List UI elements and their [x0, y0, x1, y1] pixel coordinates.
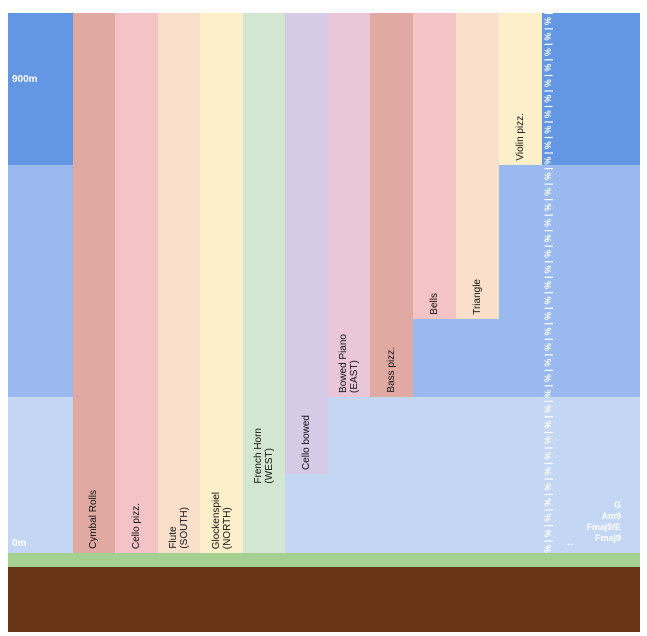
column-glockenspiel-north: Glockenspiel (NORTH)	[200, 13, 243, 553]
instrument-label: Glockenspiel (NORTH)	[210, 491, 233, 549]
repeat-signs: % | % | % | % | % | % | % | % | % | % | …	[543, 13, 553, 553]
column-cello-bowed: Cello bowed	[285, 13, 328, 474]
chord-list: G Am9 Fmaj9/E Fmaj9	[586, 500, 621, 544]
altitude-label-0m: 0m	[12, 538, 27, 549]
column-flute-south: Flute (SOUTH)	[158, 13, 200, 553]
instrument-label: French Horn (WEST)	[253, 428, 275, 484]
column-bells: Bells	[413, 13, 456, 319]
column-cymbal-rolls: Cymbal Rolls	[73, 13, 115, 553]
repeat-sign-strip: % | % | % | % | % | % | % | % | % | % | …	[542, 13, 554, 553]
grass-strip	[8, 553, 640, 567]
chord-label: Fmaj9	[594, 533, 621, 543]
instrument-label: Bells	[428, 293, 440, 315]
column-french-horn-west: French Horn (WEST)	[243, 13, 285, 553]
column-cello-pizz: Cello pizz.	[115, 13, 158, 553]
instrument-label: Cymbal Rolls	[88, 490, 99, 549]
instrument-label: Bass pizz.	[385, 347, 397, 393]
column-violin-pizz: Violin pizz.	[499, 13, 542, 165]
chord-label: G	[613, 500, 621, 510]
instrument-label: Violin pizz.	[514, 113, 526, 161]
column-triangle: Triangle	[456, 13, 499, 319]
soil-band	[8, 567, 640, 632]
chord-label: Am9	[601, 511, 621, 521]
left-arrow-icon: ←	[565, 537, 576, 549]
altitude-label-900m: 900m	[12, 74, 38, 85]
column-bowed-piano-east: Bowed Piano (EAST)	[328, 13, 370, 397]
instrument-label: Cello pizz.	[130, 502, 142, 549]
instrument-label: Cello bowed	[300, 414, 312, 470]
column-bass-pizz: Bass pizz.	[370, 13, 413, 397]
instrument-label: Flute (SOUTH)	[168, 507, 190, 549]
chord-label: Fmaj9/E	[586, 522, 621, 532]
instrument-label: Triangle	[471, 279, 483, 315]
instrument-label: Bowed Piano (EAST)	[338, 334, 360, 393]
